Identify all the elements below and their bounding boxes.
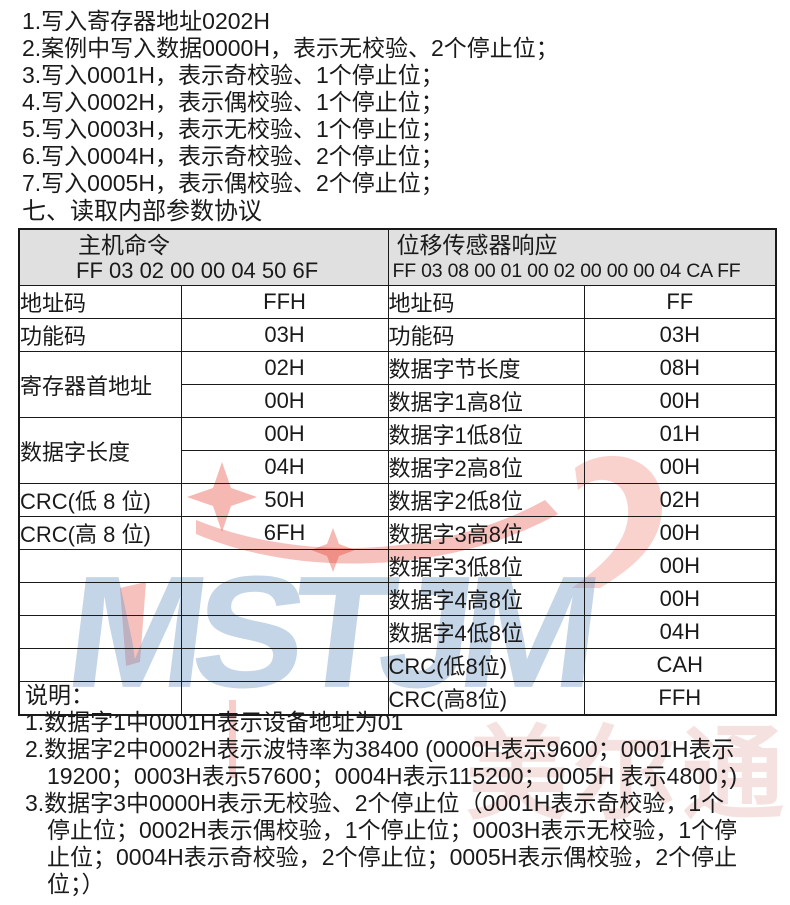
intro-list: 1.写入寄存器地址0202H 2.案例中写入数据0000H，表示无校验、2个停止… xyxy=(22,8,559,197)
sensor-value-cell: 00H xyxy=(583,450,777,484)
table-row: CRC(低8位) CAH xyxy=(18,648,777,682)
host-value-cell: 6FH xyxy=(180,516,389,550)
note-line: 19200；0003H表示57600；0004H表示115200；0005H 表… xyxy=(47,763,737,789)
sensor-value-cell: 00H xyxy=(583,582,777,616)
host-command-frame: FF 03 02 00 00 04 50 6F xyxy=(76,257,319,283)
host-label-cell: CRC(高 8 位) xyxy=(18,516,182,550)
host-value-cell: 03H xyxy=(180,318,389,352)
note-line: 3.数据字3中0000H表示无校验、2个停止位（0001H表示奇校验，1个 xyxy=(25,790,725,816)
table-row: 数据字3低8位 00H xyxy=(18,549,777,583)
table-row: 数据字长度 00H 数据字1低8位 01H xyxy=(18,417,777,484)
sensor-label-cell: CRC(低8位) xyxy=(387,648,585,682)
sensor-label-cell: 数据字1高8位 xyxy=(387,384,585,418)
sensor-response-header: 位移传感器响应 FF 03 08 00 01 00 02 00 00 00 04… xyxy=(387,228,777,286)
host-value-cell: 04H xyxy=(180,450,389,484)
table-row: 地址码 FFH 地址码 FF xyxy=(18,285,777,319)
intro-line: 3.写入0001H，表示奇校验、1个停止位； xyxy=(22,62,444,88)
table-row: CRC(高8位) FFH xyxy=(18,681,777,716)
host-label-cell-empty xyxy=(18,681,182,716)
sensor-label-cell: 功能码 xyxy=(387,318,585,352)
note-line: 位；） xyxy=(47,871,105,897)
intro-line: 1.写入寄存器地址0202H xyxy=(22,8,270,34)
host-label-cell: CRC(低 8 位) xyxy=(18,483,182,517)
notes-section: 说明： 1.数据字1中0001H表示设备地址为01 2.数据字2中0002H表示… xyxy=(25,682,737,898)
sensor-label-cell: 地址码 xyxy=(387,285,585,319)
host-value-cell: 50H xyxy=(180,483,389,517)
notes-heading: 说明： xyxy=(25,682,94,708)
sensor-label-cell: 数据字3高8位 xyxy=(387,516,585,550)
sensor-value-cell: 08H xyxy=(583,351,777,385)
sensor-value-cell: 00H xyxy=(583,516,777,550)
sensor-response-title: 位移传感器响应 xyxy=(396,231,558,258)
sensor-value-cell: 04H xyxy=(583,615,777,649)
note-line: 2.数据字2中0002H表示波特率为38400 (0000H表示9600；000… xyxy=(25,736,735,762)
host-value-cell: 02H xyxy=(180,351,389,385)
host-value-cell-empty xyxy=(180,648,389,682)
host-label-cell-empty xyxy=(18,615,182,649)
sensor-value-cell: CAH xyxy=(583,648,777,682)
host-value-cell-empty xyxy=(180,681,389,716)
table-row: 数据字4低8位 04H xyxy=(18,615,777,649)
sensor-value-cell: FF xyxy=(583,285,777,319)
intro-line: 4.写入0002H，表示偶校验、1个停止位； xyxy=(22,89,444,115)
intro-line: 6.写入0004H，表示奇校验、2个停止位； xyxy=(22,143,444,169)
table-row: 04H 数据字2高8位 00H xyxy=(19,450,777,484)
sensor-label-cell: 数据字2低8位 xyxy=(387,483,585,517)
host-label-cell: 功能码 xyxy=(18,318,182,352)
host-value-cell: 00H xyxy=(180,417,389,451)
intro-line: 5.写入0003H，表示无校验、1个停止位； xyxy=(22,116,444,142)
host-label-cell-empty xyxy=(18,582,182,616)
host-command-title: 主机命令 xyxy=(78,231,170,258)
intro-line: 2.案例中写入数据0000H，表示无校验、2个停止位； xyxy=(22,35,559,61)
table-row: CRC(高 8 位) 6FH 数据字3高8位 00H xyxy=(18,516,777,550)
host-label-cell-empty xyxy=(18,648,182,682)
intro-line: 7.写入0005H，表示偶校验、2个停止位； xyxy=(22,170,444,196)
table-row: CRC(低 8 位) 50H 数据字2低8位 02H xyxy=(18,483,777,517)
sensor-label-cell: 数据字4高8位 xyxy=(387,582,585,616)
host-value-cell-empty xyxy=(180,582,389,616)
sensor-label-cell: 数据字1低8位 xyxy=(387,417,585,451)
section-heading: 七、读取内部参数协议 xyxy=(22,198,262,225)
table-header-row: 主机命令 FF 03 02 00 00 04 50 6F 位移传感器响应 FF … xyxy=(18,228,777,286)
table-row: 功能码 03H 功能码 03H xyxy=(18,318,777,352)
host-command-header: 主机命令 FF 03 02 00 00 04 50 6F xyxy=(18,228,389,286)
sensor-value-cell: 03H xyxy=(583,318,777,352)
sensor-label-cell: 数据字2高8位 xyxy=(387,450,585,484)
sensor-label-cell: CRC(高8位) xyxy=(387,681,585,716)
sensor-label-cell: 数据字节长度 xyxy=(387,351,585,385)
sensor-value-cell: 02H xyxy=(583,483,777,517)
protocol-table: 主机命令 FF 03 02 00 00 04 50 6F 位移传感器响应 FF … xyxy=(18,228,778,716)
host-value-cell: 00H xyxy=(180,384,389,418)
host-label-cell-empty xyxy=(18,549,182,583)
sensor-value-cell: 01H xyxy=(583,417,777,451)
note-line: 止位；0004H表示奇校验，2个停止位；0005H表示偶校验，2个停止 xyxy=(47,844,738,870)
host-label-cell: 寄存器首地址 xyxy=(18,351,182,418)
host-value-cell-empty xyxy=(180,549,389,583)
host-value-cell: FFH xyxy=(180,285,389,319)
table-row: 数据字4高8位 00H xyxy=(18,582,777,616)
host-label-cell: 数据字长度 xyxy=(18,417,182,484)
host-label-cell: 地址码 xyxy=(18,285,182,319)
table-row: 寄存器首地址 02H 数据字节长度 08H xyxy=(18,351,777,418)
sensor-label-cell: 数据字3低8位 xyxy=(387,549,585,583)
sensor-label-cell: 数据字4低8位 xyxy=(387,615,585,649)
note-line: 停止位；0002H表示偶校验，1个停止位；0003H表示无校验，1个停 xyxy=(47,817,738,843)
note-line: 1.数据字1中0001H表示设备地址为01 xyxy=(25,709,404,735)
sensor-value-cell: 00H xyxy=(583,384,777,418)
sensor-value-cell: 00H xyxy=(583,549,777,583)
sensor-response-frame: FF 03 08 00 01 00 02 00 00 00 04 CA FF xyxy=(392,259,741,282)
sensor-value-cell: FFH xyxy=(583,681,777,716)
host-value-cell-empty xyxy=(180,615,389,649)
table-row: 00H 数据字1高8位 00H xyxy=(19,384,777,418)
